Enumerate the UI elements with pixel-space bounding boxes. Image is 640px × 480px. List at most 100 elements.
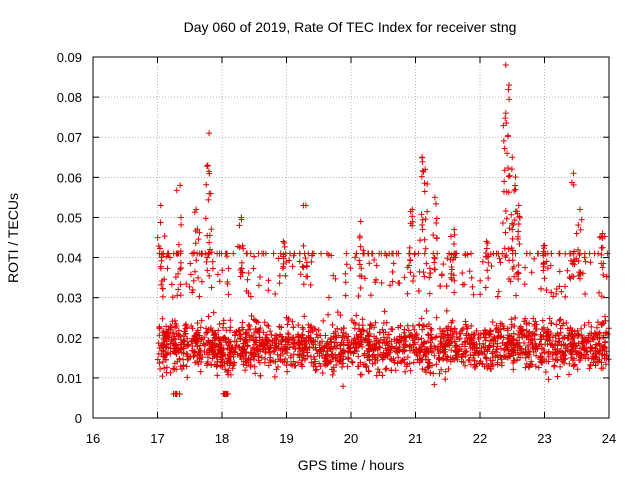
data-point — [389, 268, 396, 275]
data-point — [163, 364, 170, 371]
data-point — [468, 322, 475, 329]
data-point — [553, 285, 560, 292]
data-point — [271, 373, 278, 380]
data-point — [198, 336, 205, 343]
data-point — [247, 250, 254, 257]
data-point — [175, 286, 182, 293]
data-point — [440, 261, 447, 268]
data-point — [209, 327, 216, 334]
data-point — [486, 330, 493, 337]
data-point — [166, 254, 173, 261]
data-point — [245, 269, 252, 276]
data-point — [338, 363, 345, 370]
data-point — [496, 255, 503, 262]
data-point — [301, 338, 308, 345]
data-point — [189, 286, 196, 293]
data-point — [278, 333, 285, 340]
data-point — [171, 317, 178, 324]
data-point — [320, 317, 327, 324]
data-point — [275, 255, 282, 262]
data-point — [289, 263, 296, 270]
data-point — [406, 343, 413, 350]
data-point — [170, 365, 177, 372]
data-point — [424, 338, 431, 345]
data-point — [194, 327, 201, 334]
data-point — [359, 316, 366, 323]
data-point — [550, 293, 557, 300]
data-point — [156, 360, 163, 367]
data-point — [155, 340, 162, 347]
data-point — [176, 355, 183, 362]
data-point — [493, 322, 500, 329]
data-point — [295, 340, 302, 347]
data-point — [169, 340, 176, 347]
data-point — [342, 292, 349, 299]
data-point — [551, 362, 558, 369]
data-point — [169, 294, 176, 301]
data-point — [282, 272, 289, 279]
data-point — [602, 361, 609, 368]
data-point — [334, 342, 341, 349]
data-point — [541, 275, 548, 282]
data-point — [265, 323, 272, 330]
data-point — [334, 325, 341, 332]
data-point — [154, 356, 161, 363]
data-point — [514, 356, 521, 363]
data-point — [257, 273, 264, 280]
data-point — [184, 351, 191, 358]
data-point — [472, 363, 479, 370]
data-point — [251, 329, 258, 336]
data-point — [220, 324, 227, 331]
data-point — [596, 289, 603, 296]
data-point — [322, 362, 329, 369]
data-point — [545, 358, 552, 365]
data-point — [383, 350, 390, 357]
data-point — [279, 350, 286, 357]
data-point — [295, 322, 302, 329]
data-point — [593, 324, 600, 331]
data-point — [488, 263, 495, 270]
data-point — [522, 315, 529, 322]
data-point — [471, 364, 478, 371]
data-point — [295, 359, 302, 366]
data-point — [330, 368, 337, 375]
data-point — [485, 344, 492, 351]
data-point — [587, 259, 594, 266]
data-point — [556, 283, 563, 290]
data-point — [245, 290, 252, 297]
data-point — [158, 281, 165, 288]
data-point — [522, 264, 529, 271]
data-point — [194, 320, 201, 327]
data-point — [232, 343, 239, 350]
data-point — [159, 315, 166, 322]
data-point — [533, 352, 540, 359]
data-point — [508, 316, 515, 323]
data-point — [342, 270, 349, 277]
data-point — [252, 370, 259, 377]
data-point — [531, 255, 538, 262]
data-point — [391, 345, 398, 352]
data-point — [370, 333, 377, 340]
data-point — [448, 319, 455, 326]
data-point — [458, 327, 465, 334]
data-point — [219, 267, 226, 274]
data-point — [443, 356, 450, 363]
data-point — [430, 370, 437, 377]
data-point — [277, 346, 284, 353]
data-point — [355, 293, 362, 300]
data-point — [574, 366, 581, 373]
data-point — [230, 250, 237, 257]
data-point — [466, 334, 473, 341]
data-point — [286, 344, 293, 351]
data-point — [196, 356, 203, 363]
data-point — [276, 272, 283, 279]
data-point — [349, 359, 356, 366]
data-point — [554, 345, 561, 352]
data-point — [510, 345, 517, 352]
data-point — [512, 250, 519, 257]
data-point — [197, 324, 204, 331]
data-point — [272, 290, 279, 297]
data-point — [436, 370, 443, 377]
data-point — [183, 280, 190, 287]
data-point — [220, 320, 227, 327]
